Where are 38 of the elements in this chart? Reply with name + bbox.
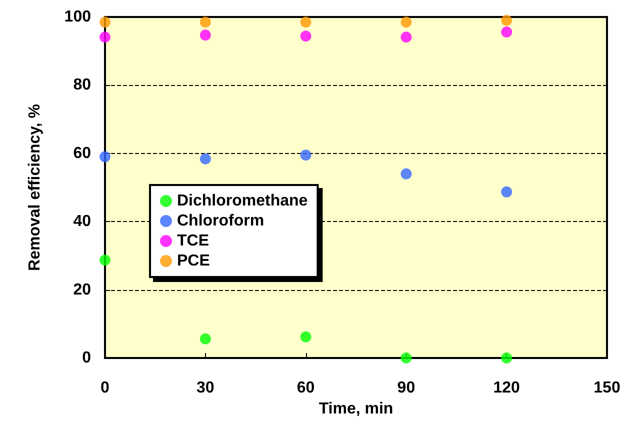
x-tick-label: 120 — [493, 380, 520, 396]
point — [400, 352, 412, 364]
point — [300, 30, 312, 42]
x-tick-label: 90 — [397, 380, 416, 396]
point — [501, 186, 512, 198]
x-axis-title: Time, min — [318, 400, 394, 418]
point — [300, 150, 312, 161]
point — [100, 254, 110, 266]
x-tick-label: 0 — [100, 380, 110, 396]
point — [100, 16, 110, 28]
point — [400, 32, 412, 43]
legend-label: Dichloromethane — [177, 192, 308, 210]
legend-label: PCE — [177, 252, 210, 270]
point — [100, 32, 110, 43]
y-tick-label: 0 — [82, 350, 92, 366]
y-tick-label: 40 — [73, 213, 92, 230]
point — [501, 14, 512, 26]
point — [501, 26, 512, 38]
x-tick-label: 60 — [296, 380, 315, 396]
point — [400, 168, 412, 180]
point — [400, 16, 412, 28]
point — [200, 30, 211, 41]
y-tick-label: 60 — [73, 144, 92, 162]
point — [200, 333, 211, 344]
x-tick-label: 150 — [594, 380, 620, 396]
point — [300, 16, 312, 28]
y-tick-label: 100 — [64, 8, 92, 26]
y-tick-label: 20 — [73, 281, 92, 298]
legend-label: TCE — [177, 232, 210, 250]
y-tick-label: 80 — [73, 76, 92, 94]
point — [100, 151, 110, 162]
y-axis-title: Removal efficiency, % — [26, 104, 44, 271]
point — [300, 331, 312, 342]
point — [200, 16, 211, 28]
point — [501, 352, 512, 364]
x-tick-label: 30 — [196, 380, 214, 396]
legend-label: Chloroform — [177, 212, 264, 230]
point — [200, 153, 211, 164]
